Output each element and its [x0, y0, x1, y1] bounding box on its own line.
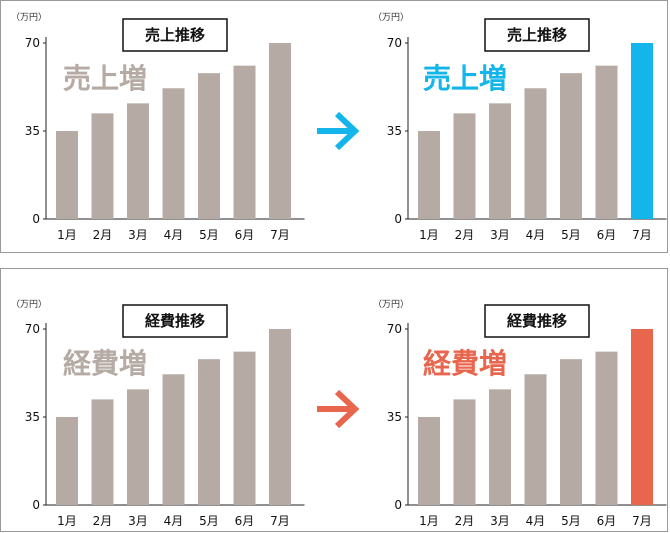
y-tick-label: 70	[387, 322, 402, 336]
chart-title-box	[484, 18, 590, 52]
x-tick-label: 6月	[235, 228, 255, 242]
bar-7月	[269, 329, 291, 505]
bar-2月	[91, 113, 114, 219]
chart-title: 売上推移	[507, 26, 567, 44]
x-tick-label: 5月	[199, 514, 219, 528]
bar-1月	[56, 417, 78, 505]
bar-6月	[233, 65, 256, 219]
y-tick-label: 35	[25, 410, 40, 424]
x-tick-label: 5月	[561, 228, 581, 242]
arrow-icon	[317, 111, 360, 151]
bar-1月	[418, 131, 440, 219]
cost-panel: （万円） 0 35 70 1月 2月 3月 4月 5月 6月 7月 経費推移 経費増 （万円） 0 35 70 1…	[0, 268, 668, 532]
bar-3月	[489, 103, 511, 219]
bar-5月	[560, 359, 582, 505]
bar-3月	[127, 389, 149, 505]
overlay-label: 経費増	[63, 347, 147, 380]
bar-6月	[595, 65, 618, 219]
x-tick-label: 1月	[57, 514, 77, 528]
x-tick-label: 3月	[490, 514, 510, 528]
x-tick-label: 2月	[455, 228, 475, 242]
bar-5月	[560, 73, 582, 220]
arrow-icon	[317, 389, 360, 429]
chart-title-box	[484, 304, 590, 338]
x-tick-label: 4月	[164, 228, 184, 242]
x-tick-label: 5月	[199, 228, 219, 242]
y-tick-label: 70	[25, 322, 40, 336]
overlay-label: 売上増	[423, 62, 507, 95]
x-tick-label: 5月	[561, 514, 581, 528]
bar-3月	[127, 103, 149, 219]
bar-7月	[631, 329, 653, 505]
x-tick-label: 2月	[455, 514, 475, 528]
bar-4月	[524, 374, 547, 505]
bar-1月	[56, 131, 78, 219]
x-tick-label: 2月	[93, 228, 113, 242]
x-tick-label: 3月	[128, 228, 148, 242]
x-tick-label: 6月	[597, 514, 617, 528]
chart-title: 売上推移	[145, 26, 205, 44]
bar-1月	[418, 417, 440, 505]
chart-title-box	[122, 18, 228, 52]
bar-2月	[453, 113, 476, 219]
x-tick-label: 3月	[128, 514, 148, 528]
y-tick-label: 35	[387, 410, 402, 424]
overlay-label: 売上増	[63, 62, 147, 95]
y-tick-label: 0	[394, 498, 402, 512]
y-tick-label: 35	[25, 124, 40, 138]
chart-title: 経費推移	[507, 312, 567, 330]
x-tick-label: 6月	[235, 514, 255, 528]
bar-6月	[595, 351, 618, 505]
y-tick-label: 0	[32, 498, 40, 512]
bar-2月	[91, 399, 114, 505]
arrow-head	[334, 111, 360, 151]
bar-4月	[162, 374, 185, 505]
x-tick-label: 4月	[164, 514, 184, 528]
y-unit-label: （万円）	[11, 12, 47, 23]
chart-title: 経費推移	[145, 312, 205, 330]
x-tick-label: 7月	[270, 228, 290, 242]
x-tick-label: 3月	[490, 228, 510, 242]
x-tick-label: 4月	[526, 228, 546, 242]
y-tick-label: 0	[32, 212, 40, 226]
bar-5月	[198, 359, 220, 505]
bar-3月	[489, 389, 511, 505]
arrow-head	[334, 389, 360, 429]
bar-7月	[631, 43, 653, 219]
x-tick-label: 6月	[597, 228, 617, 242]
bar-6月	[233, 351, 256, 505]
x-tick-label: 7月	[632, 228, 652, 242]
y-tick-label: 35	[387, 124, 402, 138]
bar-2月	[453, 399, 476, 505]
chart-title-box	[122, 304, 228, 338]
x-tick-label: 2月	[93, 514, 113, 528]
y-tick-label: 0	[394, 212, 402, 226]
x-tick-label: 1月	[419, 514, 439, 528]
y-tick-label: 70	[387, 36, 402, 50]
y-tick-label: 70	[25, 36, 40, 50]
bar-5月	[198, 73, 220, 220]
x-tick-label: 4月	[526, 514, 546, 528]
bar-4月	[524, 88, 547, 219]
y-unit-label: （万円）	[373, 299, 409, 310]
y-unit-label: （万円）	[11, 299, 47, 310]
x-tick-label: 7月	[632, 514, 652, 528]
x-tick-label: 1月	[419, 228, 439, 242]
x-tick-label: 1月	[57, 228, 77, 242]
bar-4月	[162, 88, 185, 219]
x-tick-label: 7月	[270, 514, 290, 528]
sales-panel: （万円） 0 35 70 1月 2月 3月 4月 5月 6月 7月 売上推移 売上増 （万円） 0 35 70 1…	[0, 0, 668, 253]
bar-7月	[269, 43, 291, 219]
y-unit-label: （万円）	[373, 12, 409, 23]
overlay-label: 経費増	[423, 347, 507, 380]
